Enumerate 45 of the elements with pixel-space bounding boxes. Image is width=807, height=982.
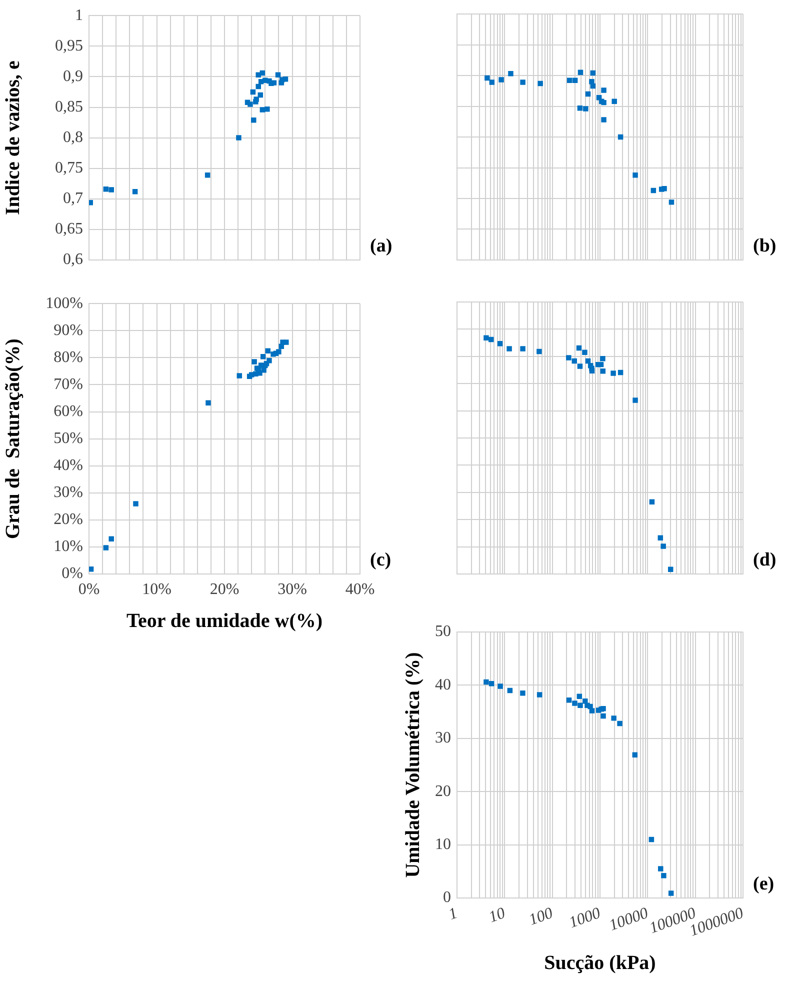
x-axis-title: Sucção (kPa) [544,952,656,974]
y-tick-label: 30 [435,730,451,747]
y-tick-label: 20 [435,782,451,800]
y-axis-title: Grau de Saturação(%) [2,338,24,540]
text: (d) [753,549,776,570]
y-tick-label: 70% [54,376,83,393]
y-tick-label: 0,95 [55,37,83,54]
x-tick-label: 20% [210,580,240,598]
y-tick-label: 60% [54,402,83,420]
y-axis-title: Umidade Volumétrica (%) [402,652,424,878]
y-tick-label: 0 [443,889,451,906]
y-tick-label: 50% [54,430,83,448]
x-tick-label: 30% [278,580,307,598]
y-tick-label: 0,65 [55,220,83,238]
y-tick-label: 100% [46,294,83,312]
y-tick-label: 80% [54,348,83,366]
x-tick-label: 0% [78,580,100,598]
y-axis-title: Indice de vazios, e [2,60,24,216]
y-tick-label: 0,6 [63,251,83,268]
y-tick-label: 0,7 [63,190,83,208]
y-tick-label: 50 [435,623,451,640]
text: (b) [753,235,776,256]
text: (a) [370,235,392,256]
x-tick-label: 10 [486,904,508,926]
y-tick-label: 0,75 [55,160,83,177]
y-tick-label: 30% [54,484,83,502]
x-axis-title: Teor de umidade w(%) [126,610,323,632]
y-tick-label: 10 [435,836,451,854]
x-tick-label: 40% [345,580,375,598]
x-tick-label: 1000 [566,904,603,932]
y-tick-label: 0,9 [63,68,83,85]
y-tick-label: 0,8 [63,129,83,146]
y-tick-label: 20% [54,511,83,528]
x-tick-label: 10% [142,580,172,598]
y-tick-label: 90% [54,322,83,339]
text: (c) [370,549,392,570]
y-tick-label: 10% [54,538,83,556]
x-tick-label: 100 [526,904,556,929]
x-tick-label: 10000 [607,904,650,934]
y-tick-label: 0% [62,565,83,582]
y-tick-label: 40 [435,676,451,694]
y-tick-label: 1 [75,6,83,24]
y-tick-label: 0,85 [55,98,83,116]
y-tick-label: 40% [54,457,83,474]
text: (e) [753,873,774,894]
